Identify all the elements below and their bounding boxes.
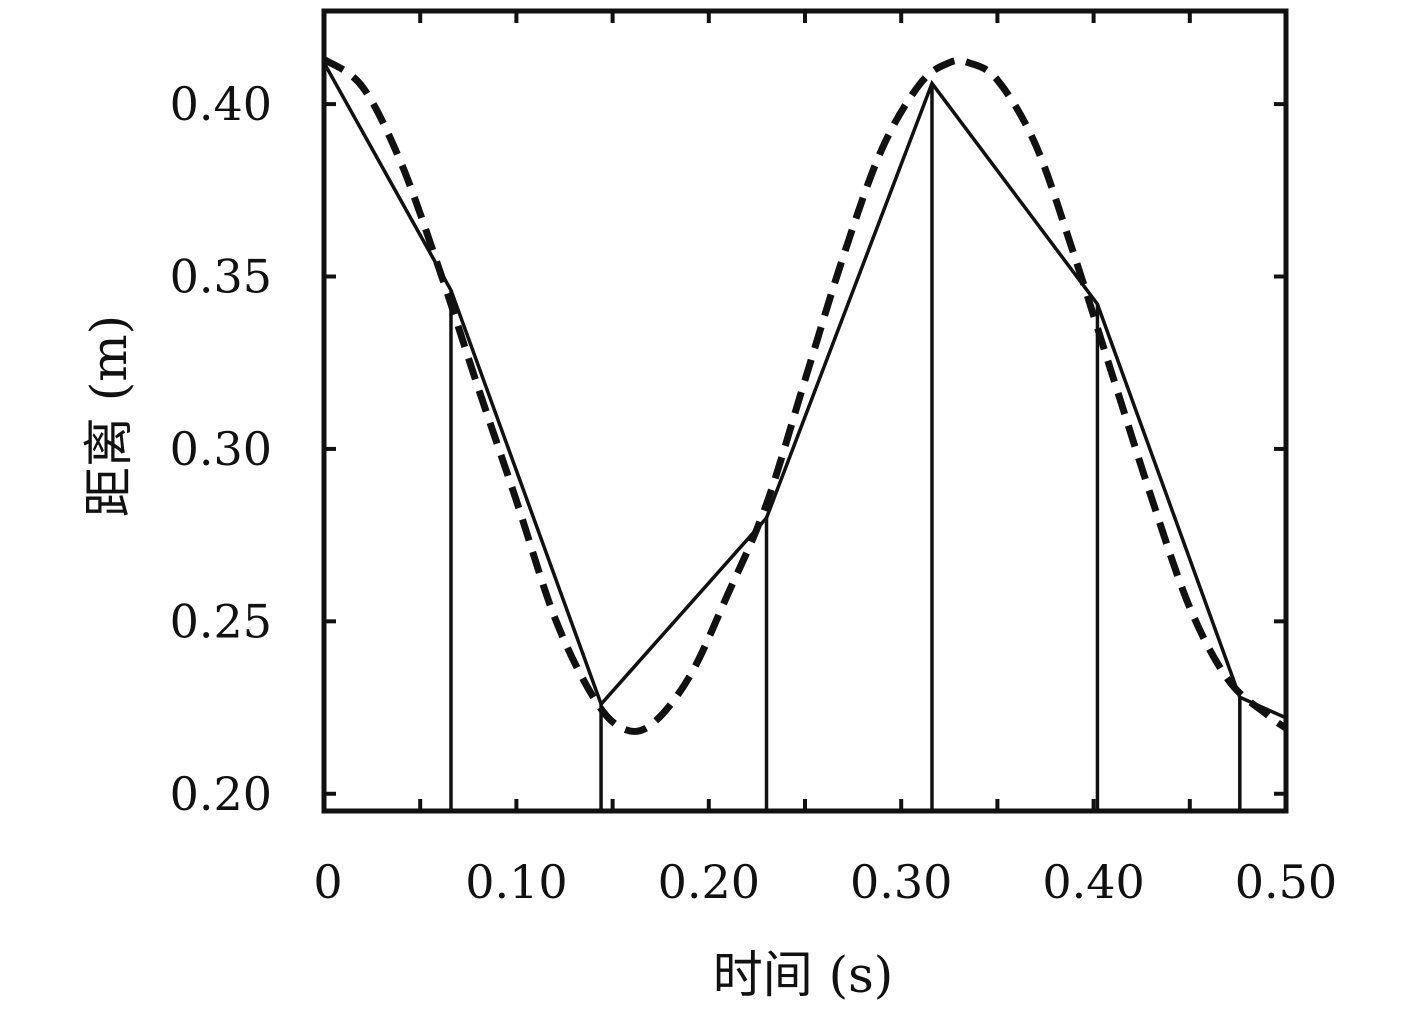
x-tick-label: 0.40 — [1042, 855, 1144, 909]
y-tick-label: 0.30 — [170, 422, 272, 476]
x-tick-label: 0.50 — [1235, 855, 1337, 909]
x-tick-label: 0 — [313, 855, 342, 909]
series-layer — [321, 56, 1289, 735]
y-tick-label: 0.40 — [170, 77, 272, 131]
plot-frame — [321, 8, 1289, 814]
tick-labels: 0.20 0.25 0.30 0.35 0.40 0 0.10 0.20 0.30 0.40 0.5… — [170, 77, 1338, 909]
series-dashed-line — [321, 56, 1289, 735]
x-tick-label: 0.10 — [465, 855, 567, 909]
x-tick-label: 0.20 — [658, 855, 760, 909]
series-solid-line — [322, 61, 1287, 720]
y-tick-label: 0.35 — [170, 250, 272, 304]
ticks-layer — [322, 11, 1288, 811]
x-axis-label: 时间 (s) — [713, 946, 894, 1004]
y-axis-label: 距离 (m) — [80, 315, 138, 517]
y-tick-label: 0.25 — [170, 594, 272, 648]
x-tick-label: 0.30 — [850, 855, 952, 909]
y-tick-label: 0.20 — [170, 767, 272, 821]
sample-lines — [449, 83, 1242, 811]
